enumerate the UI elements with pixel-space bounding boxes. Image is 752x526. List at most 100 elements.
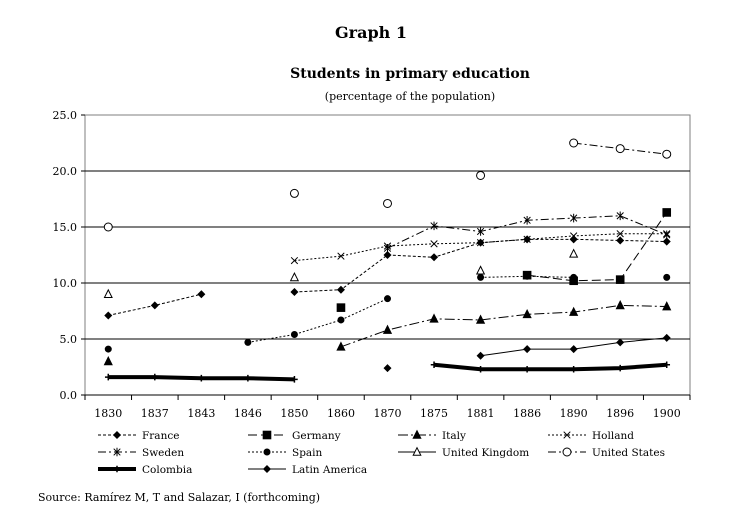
data-point bbox=[113, 447, 121, 457]
data-point bbox=[615, 144, 625, 154]
legend-item-france: France bbox=[98, 430, 179, 442]
data-point bbox=[523, 272, 531, 280]
data-point bbox=[103, 222, 113, 232]
x-tick-label: 1860 bbox=[327, 407, 355, 420]
data-point bbox=[476, 227, 485, 236]
legend-label: Colombia bbox=[142, 464, 192, 476]
series-united-kingdom bbox=[103, 248, 579, 298]
data-point bbox=[262, 430, 272, 440]
data-point bbox=[663, 361, 671, 369]
data-point bbox=[563, 431, 571, 439]
data-point bbox=[569, 138, 579, 148]
y-tick-label: 25.0 bbox=[53, 109, 78, 122]
legend-label: Latin America bbox=[292, 464, 367, 476]
y-tick-label: 15.0 bbox=[53, 221, 78, 234]
data-point bbox=[104, 345, 112, 353]
x-tick-label: 1886 bbox=[513, 407, 541, 420]
data-point bbox=[197, 290, 206, 299]
data-point bbox=[569, 235, 578, 244]
data-point bbox=[570, 273, 578, 281]
data-point bbox=[662, 208, 672, 217]
data-point bbox=[522, 308, 532, 319]
data-point bbox=[477, 273, 485, 281]
x-tick-label: 1900 bbox=[653, 407, 681, 420]
data-point bbox=[569, 306, 579, 316]
data-point bbox=[615, 275, 625, 284]
x-tick-label: 1830 bbox=[94, 407, 122, 420]
data-point bbox=[477, 365, 484, 373]
series-spain bbox=[104, 272, 671, 353]
data-point bbox=[113, 465, 121, 473]
data-point bbox=[103, 355, 113, 366]
x-tick-label: 1890 bbox=[560, 407, 588, 420]
y-tick-label: 0.0 bbox=[60, 389, 78, 402]
x-tick-label: 1837 bbox=[141, 407, 169, 420]
data-point bbox=[150, 301, 159, 310]
data-point bbox=[290, 331, 298, 339]
data-point bbox=[384, 295, 391, 303]
data-point bbox=[151, 373, 159, 381]
chart-subtitle: (percentage of the population) bbox=[325, 90, 495, 103]
x-tick-label: 1843 bbox=[187, 407, 215, 420]
series-line-colombia bbox=[433, 362, 667, 372]
legend-item-latin-america: Latin America bbox=[248, 464, 367, 476]
data-point bbox=[476, 239, 485, 247]
legend-label: United States bbox=[592, 447, 665, 459]
data-point bbox=[523, 365, 531, 373]
data-point bbox=[383, 198, 392, 208]
data-point bbox=[262, 464, 272, 474]
data-point bbox=[104, 311, 113, 320]
y-tick-label: 10.0 bbox=[53, 277, 78, 290]
legend-label: Spain bbox=[292, 447, 323, 459]
x-tick-label: 1896 bbox=[606, 407, 634, 420]
data-point bbox=[412, 429, 422, 439]
data-point bbox=[337, 252, 345, 260]
data-point bbox=[112, 430, 122, 440]
data-point bbox=[336, 303, 346, 312]
data-point bbox=[476, 170, 486, 180]
legend-label: United Kingdom bbox=[442, 447, 529, 459]
legend-item-holland: Holland bbox=[548, 430, 634, 442]
legend-item-spain: Spain bbox=[248, 447, 323, 459]
data-point bbox=[569, 345, 578, 354]
data-point bbox=[523, 215, 531, 225]
legend-label: Germany bbox=[292, 430, 341, 442]
data-point bbox=[570, 213, 578, 223]
data-point bbox=[289, 188, 299, 198]
series-sweden bbox=[383, 211, 671, 253]
data-point bbox=[616, 338, 625, 347]
legend-label: Sweden bbox=[142, 447, 184, 459]
data-point bbox=[430, 240, 438, 248]
data-point bbox=[523, 345, 532, 354]
legend-label: Holland bbox=[592, 430, 634, 442]
legend-item-united-states: United States bbox=[548, 447, 665, 459]
data-point bbox=[616, 236, 625, 245]
series-italy bbox=[103, 299, 672, 366]
x-tick-label: 1850 bbox=[280, 407, 308, 420]
data-point bbox=[383, 250, 392, 260]
data-point bbox=[244, 374, 252, 382]
data-point bbox=[429, 313, 439, 323]
data-point bbox=[103, 288, 113, 298]
data-point bbox=[291, 376, 298, 383]
data-point bbox=[475, 265, 486, 275]
legend-item-italy: Italy bbox=[398, 429, 466, 442]
legend-item-united-kingdom: United Kingdom bbox=[398, 446, 529, 459]
data-point bbox=[662, 301, 672, 311]
data-point bbox=[430, 253, 439, 262]
data-point bbox=[104, 373, 112, 381]
data-point bbox=[663, 230, 671, 240]
series-united-states bbox=[103, 138, 672, 232]
data-point bbox=[430, 221, 438, 231]
data-point bbox=[290, 256, 299, 265]
y-tick-label: 20.0 bbox=[53, 165, 78, 178]
data-point bbox=[475, 314, 486, 324]
x-tick-label: 1870 bbox=[374, 407, 402, 420]
y-tick-label: 5.0 bbox=[60, 333, 78, 346]
series-line-holland bbox=[294, 233, 667, 262]
data-point bbox=[336, 341, 346, 351]
data-point bbox=[616, 211, 624, 221]
x-tick-label: 1875 bbox=[420, 407, 448, 420]
data-point bbox=[616, 230, 624, 238]
